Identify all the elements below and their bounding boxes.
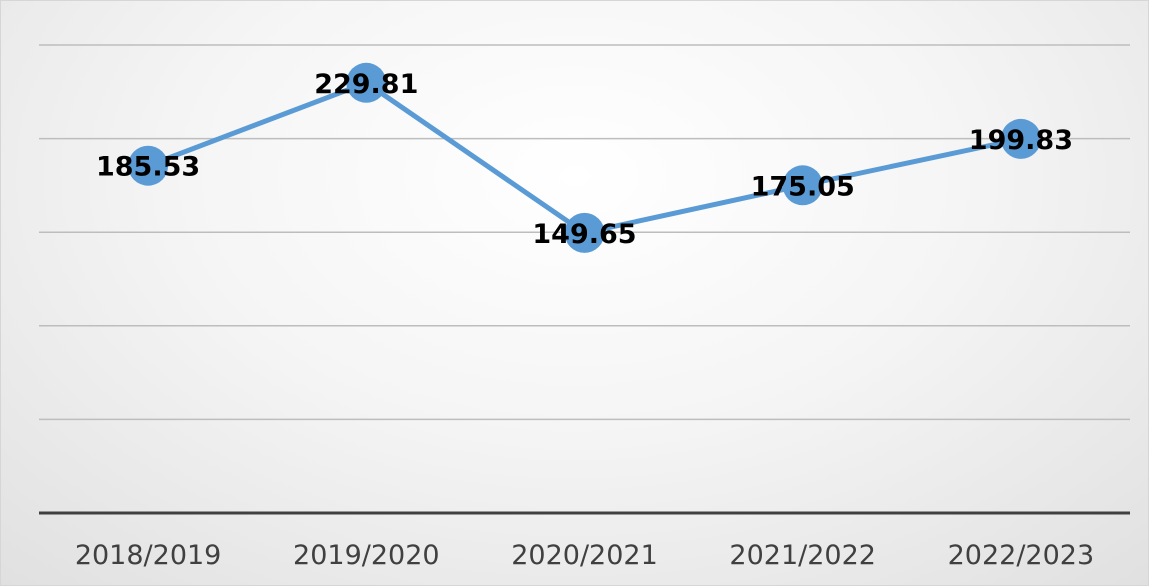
data-label: 229.81 bbox=[314, 69, 418, 100]
x-tick-labels: 2018/2019 2019/2020 2020/2021 2021/2022 2022… bbox=[75, 540, 1094, 571]
data-label: 175.05 bbox=[751, 171, 855, 202]
x-tick-label: 2020/2021 bbox=[511, 540, 658, 571]
data-label: 185.53 bbox=[96, 152, 200, 183]
x-tick-label: 2018/2019 bbox=[75, 540, 222, 571]
data-points bbox=[128, 62, 1041, 253]
data-label: 149.65 bbox=[532, 219, 636, 250]
data-label: 199.83 bbox=[969, 125, 1073, 156]
x-tick-label: 2021/2022 bbox=[729, 540, 876, 571]
series-line bbox=[145, 80, 1024, 236]
data-point bbox=[564, 212, 605, 253]
data-point bbox=[1000, 118, 1041, 159]
data-point bbox=[128, 145, 169, 186]
x-tick-label: 2019/2020 bbox=[293, 540, 440, 571]
data-point bbox=[782, 165, 823, 206]
data-labels: 185.53 229.81 149.65 175.05 199.83 bbox=[96, 69, 1073, 250]
data-point bbox=[346, 62, 387, 103]
x-tick-label: 2022/2023 bbox=[948, 540, 1095, 571]
